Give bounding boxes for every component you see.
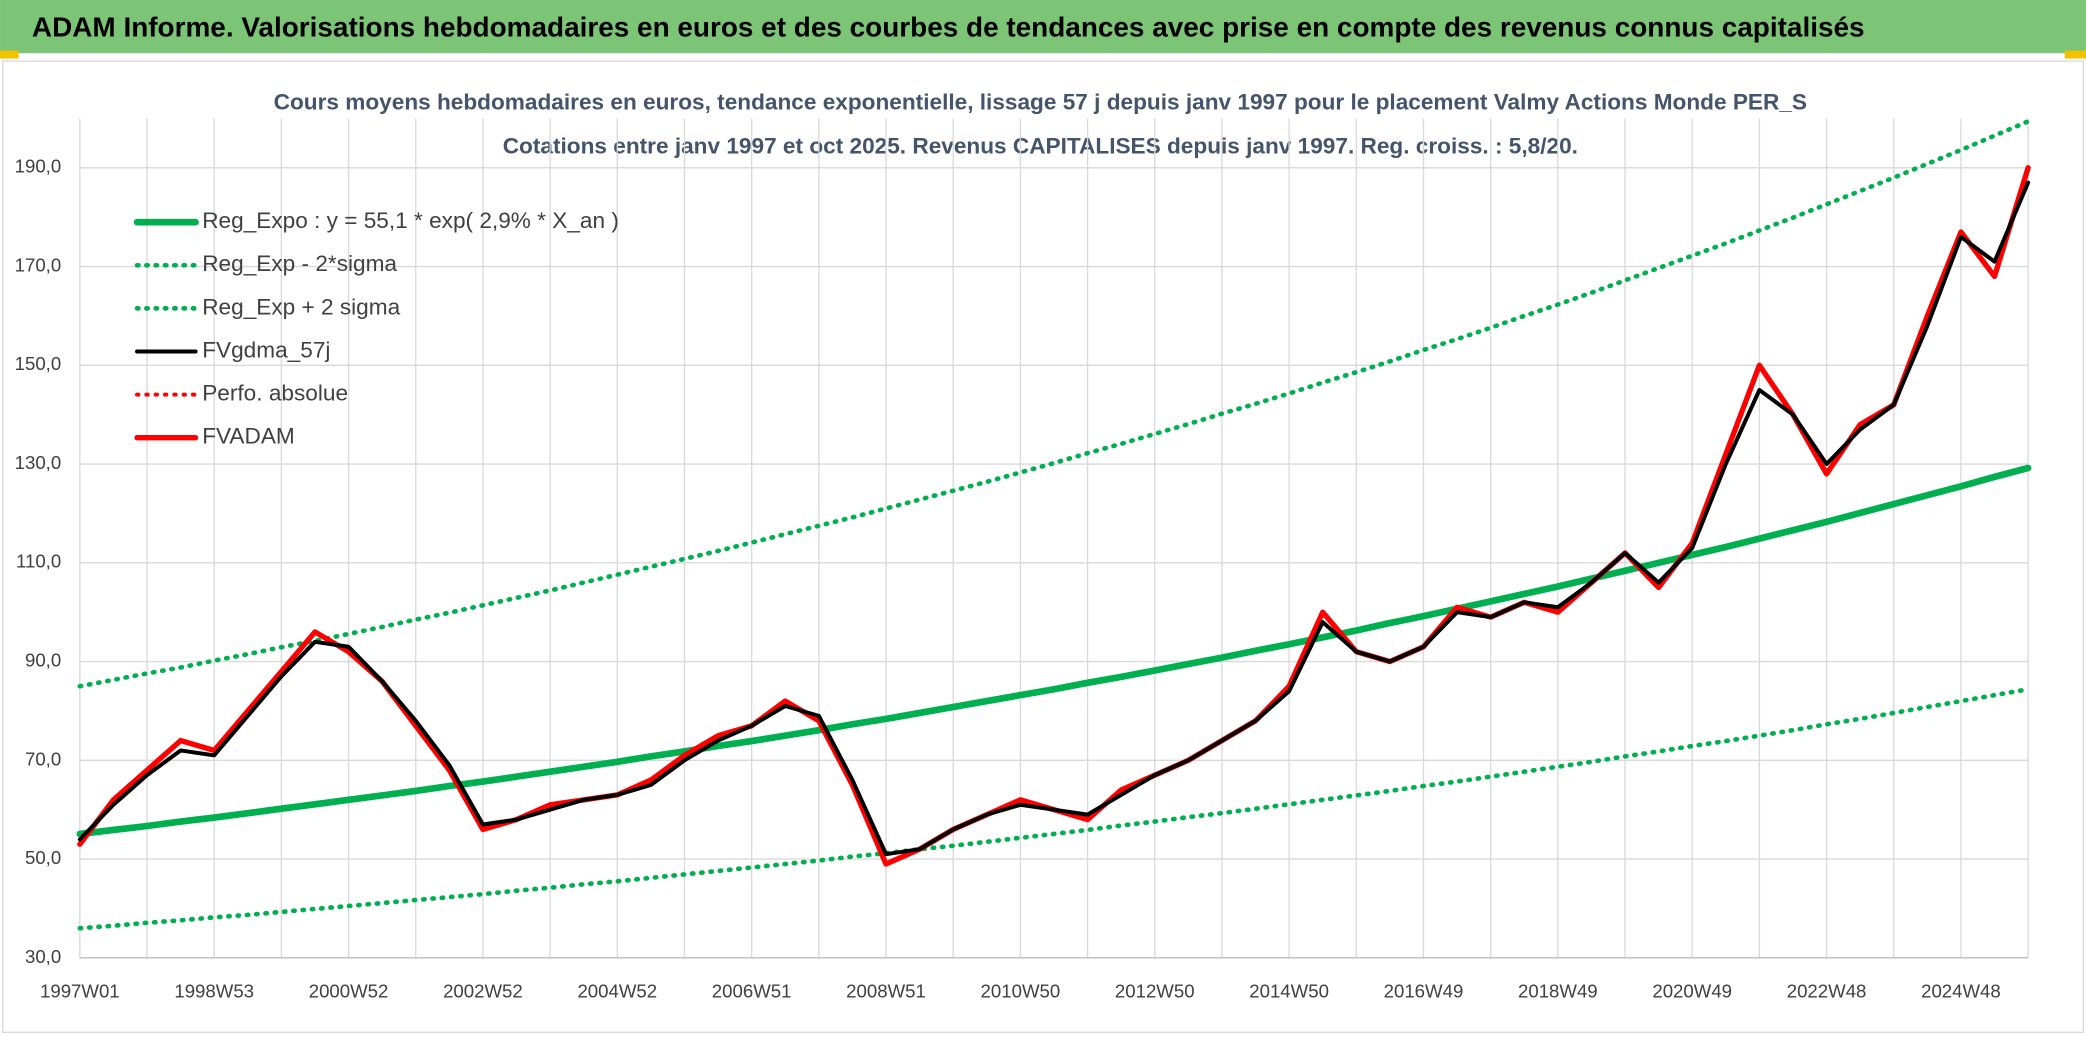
legend-label: Perfo. absolue xyxy=(202,381,348,406)
x-tick-label: 2000W52 xyxy=(309,980,389,1001)
legend-label: FVgdma_57j xyxy=(202,337,330,362)
corner-mark xyxy=(2064,50,2086,59)
legend-label: FVADAM xyxy=(202,424,295,449)
x-tick-label: 2002W52 xyxy=(443,980,523,1001)
y-tick-label: 30,0 xyxy=(25,946,61,967)
x-tick-label: 2012W50 xyxy=(1115,980,1195,1001)
x-tick-label: 1997W01 xyxy=(40,980,120,1001)
y-tick-label: 50,0 xyxy=(25,847,61,868)
header-bar xyxy=(0,0,2086,54)
legend-label: Reg_Exp - 2*sigma xyxy=(202,251,397,276)
y-tick-label: 90,0 xyxy=(25,649,61,670)
x-tick-label: 2022W48 xyxy=(1787,980,1867,1001)
corner-mark xyxy=(0,50,19,59)
y-tick-label: 130,0 xyxy=(15,452,62,473)
legend-label: Reg_Exp + 2 sigma xyxy=(202,294,400,319)
chart-subtitle: Cotations entre janv 1997 et oct 2025. R… xyxy=(503,134,1578,159)
grid: 30,0 50,0 70,0 90,0 110,0 130,0 150,0 170,0 190,… xyxy=(15,118,2029,1001)
chart-title: Cours moyens hebdomadaires en euros, ten… xyxy=(274,90,1807,115)
y-tick-label: 190,0 xyxy=(15,156,62,177)
header-title: ADAM Informe. Valorisations hebdomadaire… xyxy=(32,12,1865,43)
y-tick-label: 170,0 xyxy=(15,254,62,275)
y-tick-label: 70,0 xyxy=(25,748,61,769)
x-tick-label: 2020W49 xyxy=(1652,980,1732,1001)
chart-frame xyxy=(2,60,2084,1034)
series-line xyxy=(77,119,2031,689)
x-tick-label: 2008W51 xyxy=(846,980,926,1001)
legend: Reg_Expo : y = 55,1 * exp( 2,9% * X_an )… xyxy=(133,208,619,449)
legend-label: Reg_Expo : y = 55,1 * exp( 2,9% * X_an ) xyxy=(202,208,619,233)
x-tick-label: 2018W49 xyxy=(1518,980,1598,1001)
y-tick-label: 150,0 xyxy=(15,353,62,374)
series-line xyxy=(77,180,2031,857)
x-tick-label: 2006W51 xyxy=(712,980,792,1001)
x-tick-label: 2010W50 xyxy=(981,980,1061,1001)
series-line xyxy=(77,686,2031,931)
plot xyxy=(76,119,2032,931)
x-tick-label: 1998W53 xyxy=(174,980,254,1001)
x-tick-label: 2004W52 xyxy=(577,980,657,1001)
x-tick-label: 2014W50 xyxy=(1249,980,1329,1001)
x-tick-label: 2016W49 xyxy=(1384,980,1464,1001)
y-tick-label: 110,0 xyxy=(16,551,61,572)
series-line xyxy=(76,464,2032,838)
x-tick-label: 2024W48 xyxy=(1921,980,2001,1001)
